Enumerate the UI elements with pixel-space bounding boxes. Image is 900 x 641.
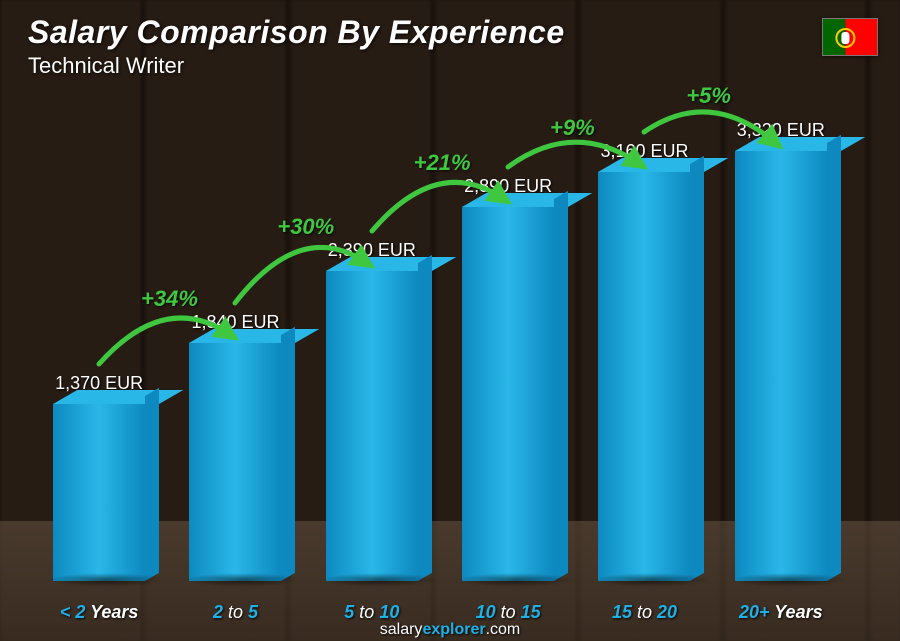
page-title: Salary Comparison By Experience (28, 14, 565, 51)
flag-portugal-icon (823, 19, 878, 56)
bar-slot: 2,890 EUR (449, 176, 567, 581)
brand-suffix: explorer (422, 621, 485, 638)
x-axis-category: 2 to 5 (176, 602, 294, 623)
bar-slot: 1,840 EUR (176, 312, 294, 581)
header: Salary Comparison By Experience Technica… (28, 14, 565, 79)
bar (735, 151, 827, 581)
increase-pct-label: +21% (414, 150, 471, 176)
bar-slot: 3,160 EUR (585, 141, 703, 581)
increase-pct-label: +34% (141, 286, 198, 312)
bar-slot: 3,320 EUR (722, 120, 840, 581)
bar (598, 172, 690, 581)
page-subtitle: Technical Writer (28, 53, 565, 79)
bar (326, 271, 418, 581)
x-axis-category: 15 to 20 (585, 602, 703, 623)
x-axis-category: 5 to 10 (313, 602, 431, 623)
bar (462, 207, 554, 581)
bar-slot: 1,370 EUR (40, 373, 158, 581)
x-axis: < 2 Years 2 to 5 5 to 10 10 to 15 15 to 20 20… (40, 602, 840, 623)
increase-pct-label: +5% (686, 83, 731, 109)
increase-pct-label: +30% (277, 214, 334, 240)
brand-prefix: salary (380, 621, 423, 638)
x-axis-category: 10 to 15 (449, 602, 567, 623)
increase-pct-label: +9% (550, 115, 595, 141)
brand-domain: .com (486, 621, 521, 638)
bar (189, 343, 281, 581)
x-axis-category: < 2 Years (40, 602, 158, 623)
bar (53, 404, 145, 581)
footer-brand: salaryexplorer.com (0, 621, 900, 639)
country-flag (822, 18, 878, 56)
x-axis-category: 20+ Years (722, 602, 840, 623)
bar-slot: 2,390 EUR (313, 240, 431, 581)
